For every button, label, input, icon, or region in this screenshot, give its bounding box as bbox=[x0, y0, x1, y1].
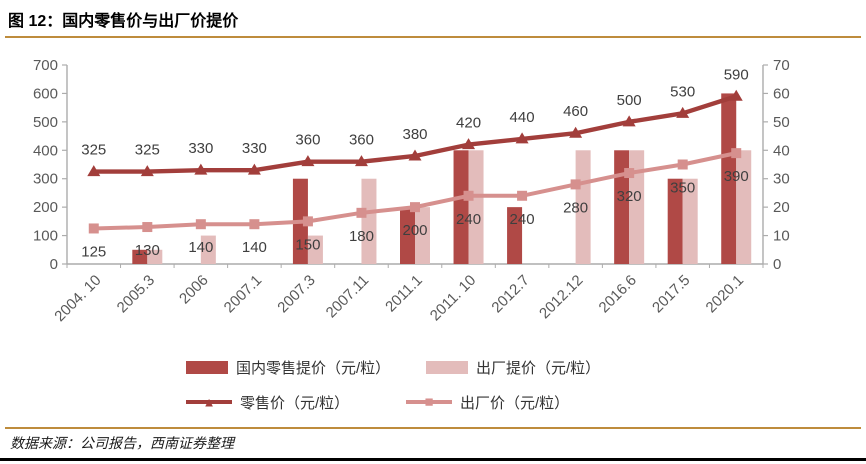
chart-legend: 国内零售提价（元/粒） 出厂提价（元/粒） ▲ 零售价（元/粒） ■ 出厂价（元… bbox=[186, 356, 600, 426]
svg-text:500: 500 bbox=[33, 114, 58, 131]
svg-text:325: 325 bbox=[135, 142, 160, 159]
svg-text:300: 300 bbox=[33, 171, 58, 188]
retail-price-line-swatch-icon: ▲ bbox=[186, 394, 232, 410]
svg-text:360: 360 bbox=[295, 132, 320, 149]
svg-text:280: 280 bbox=[563, 199, 588, 216]
legend-label-retail-price: 零售价（元/粒） bbox=[240, 394, 350, 412]
svg-text:390: 390 bbox=[724, 168, 749, 185]
svg-text:2011. 10: 2011. 10 bbox=[427, 272, 480, 325]
svg-text:2017.5: 2017.5 bbox=[649, 272, 693, 316]
data-labels: 325 325 330 330 360 360 380 420 440 460 500 530 590 1… bbox=[81, 66, 748, 260]
svg-text:50: 50 bbox=[773, 114, 790, 131]
svg-text:10: 10 bbox=[773, 228, 790, 245]
svg-text:200: 200 bbox=[33, 199, 58, 216]
legend-row-lines: ▲ 零售价（元/粒） ■ 出厂价（元/粒） bbox=[186, 391, 600, 413]
svg-text:240: 240 bbox=[510, 211, 535, 228]
retail-increase-bar-swatch-icon bbox=[186, 360, 228, 374]
svg-text:2012.7: 2012.7 bbox=[488, 272, 532, 316]
bottom-axis bbox=[66, 263, 764, 268]
legend-row-bars: 国内零售提价（元/粒） 出厂提价（元/粒） bbox=[186, 356, 600, 378]
svg-text:2012.12: 2012.12 bbox=[536, 272, 586, 322]
x-axis-labels: 2004. 10 2005.3 2006 2007.1 2007.3 2007.11 201… bbox=[51, 272, 747, 325]
svg-text:2007.1: 2007.1 bbox=[221, 272, 265, 316]
svg-text:180: 180 bbox=[349, 228, 374, 245]
svg-text:140: 140 bbox=[188, 239, 213, 256]
svg-text:320: 320 bbox=[617, 188, 642, 205]
svg-text:2004. 10: 2004. 10 bbox=[51, 272, 104, 325]
svg-text:140: 140 bbox=[242, 239, 267, 256]
svg-text:70: 70 bbox=[773, 57, 790, 74]
svg-text:0: 0 bbox=[773, 256, 781, 273]
svg-text:420: 420 bbox=[456, 115, 481, 132]
svg-text:440: 440 bbox=[510, 109, 535, 126]
svg-text:2016.6: 2016.6 bbox=[596, 272, 640, 316]
svg-text:325: 325 bbox=[81, 142, 106, 159]
legend-label-factory-increase: 出厂提价（元/粒） bbox=[476, 359, 601, 377]
line-retail-price bbox=[87, 89, 743, 177]
svg-text:60: 60 bbox=[773, 85, 790, 102]
figure-title: 图 12：国内零售价与出厂价提价 bbox=[8, 13, 239, 30]
svg-text:700: 700 bbox=[33, 57, 58, 74]
svg-text:2011.1: 2011.1 bbox=[382, 272, 426, 316]
svg-text:40: 40 bbox=[773, 142, 790, 159]
price-chart: 0 100 200 300 400 500 600 700 0 10 20 30 40 50 60 70 325… bbox=[33, 57, 790, 325]
svg-text:100: 100 bbox=[33, 228, 58, 245]
svg-text:2007.11: 2007.11 bbox=[323, 272, 373, 322]
svg-text:2007.3: 2007.3 bbox=[274, 272, 318, 316]
footer-divider bbox=[5, 427, 861, 429]
bars-retail-increase bbox=[132, 93, 737, 264]
svg-text:20: 20 bbox=[773, 199, 790, 216]
legend-item-factory-increase: 出厂提价（元/粒） bbox=[426, 357, 600, 378]
title-divider bbox=[5, 36, 861, 38]
svg-text:150: 150 bbox=[295, 236, 320, 253]
svg-text:590: 590 bbox=[724, 66, 749, 83]
factory-price-line-swatch-icon: ■ bbox=[406, 394, 452, 410]
left-axis: 0 100 200 300 400 500 600 700 bbox=[33, 57, 68, 273]
svg-text:130: 130 bbox=[135, 242, 160, 259]
svg-text:200: 200 bbox=[402, 222, 427, 239]
source-note: 数据来源：公司报告，西南证券整理 bbox=[10, 436, 234, 452]
svg-text:2005.3: 2005.3 bbox=[114, 272, 158, 316]
legend-item-retail-price: ▲ 零售价（元/粒） bbox=[186, 392, 406, 413]
svg-text:2020.1: 2020.1 bbox=[703, 272, 747, 316]
factory-increase-bar-swatch-icon bbox=[426, 360, 468, 374]
svg-text:330: 330 bbox=[188, 140, 213, 157]
svg-text:330: 330 bbox=[242, 140, 267, 157]
svg-text:380: 380 bbox=[402, 126, 427, 143]
svg-text:600: 600 bbox=[33, 85, 58, 102]
line-factory-price bbox=[88, 148, 742, 234]
legend-item-factory-price: ■ 出厂价（元/粒） bbox=[406, 392, 569, 413]
svg-text:2006: 2006 bbox=[176, 272, 212, 308]
svg-text:240: 240 bbox=[456, 211, 481, 228]
svg-text:400: 400 bbox=[33, 142, 58, 159]
right-axis: 0 10 20 30 40 50 60 70 bbox=[762, 57, 790, 273]
legend-label-factory-price: 出厂价（元/粒） bbox=[460, 394, 570, 412]
svg-text:460: 460 bbox=[563, 103, 588, 120]
svg-text:350: 350 bbox=[670, 180, 695, 197]
svg-text:0: 0 bbox=[50, 256, 58, 273]
svg-text:530: 530 bbox=[670, 83, 695, 100]
svg-text:30: 30 bbox=[773, 171, 790, 188]
svg-text:500: 500 bbox=[617, 92, 642, 109]
bottom-border bbox=[0, 458, 866, 461]
svg-text:360: 360 bbox=[349, 132, 374, 149]
svg-text:125: 125 bbox=[81, 243, 106, 260]
bars-factory-increase bbox=[147, 150, 752, 264]
legend-label-retail-increase: 国内零售提价（元/粒） bbox=[236, 359, 391, 377]
legend-item-retail-increase: 国内零售提价（元/粒） bbox=[186, 357, 426, 378]
